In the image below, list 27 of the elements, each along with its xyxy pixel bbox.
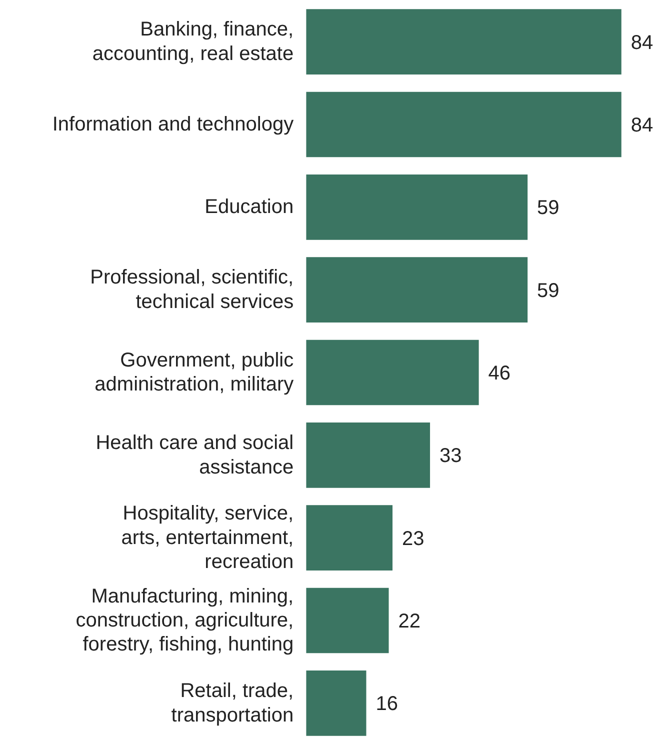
- y-tick-label: Manufacturing, mining, construction, agriculture, forestry, fishing, hunting: [76, 585, 294, 656]
- bar: [306, 588, 389, 654]
- data-label: 16: [376, 693, 398, 716]
- y-tick-label: Retail, trade, transportation: [171, 680, 294, 726]
- data-label: 46: [488, 362, 511, 384]
- data-label: 59: [537, 197, 560, 220]
- y-tick-label: Information and technology: [52, 114, 294, 136]
- bar: [306, 505, 393, 570]
- data-label: 84: [630, 114, 654, 136]
- bar: [306, 174, 528, 240]
- bar: [306, 340, 479, 406]
- data-label: 22: [398, 610, 420, 632]
- bar: [306, 422, 430, 488]
- bar: [306, 670, 366, 736]
- bar: [306, 9, 622, 74]
- data-label: 59: [537, 280, 560, 302]
- y-tick-label: Education: [204, 196, 294, 218]
- bar: [306, 257, 528, 322]
- data-label: 23: [402, 528, 424, 550]
- y-tick-label: Health care and social assistance: [96, 432, 294, 478]
- y-tick-label: Hospitality, service, arts, entertainment, recreation: [121, 502, 294, 574]
- bar: [306, 92, 622, 158]
- data-label: 84: [630, 32, 654, 54]
- y-tick-label: Professional, scientific, technical services: [90, 266, 294, 313]
- y-tick-label: Government, public administration, military: [94, 349, 294, 396]
- y-tick-label: Banking, finance, accounting, real estate: [92, 18, 294, 65]
- data-label: 33: [439, 445, 462, 468]
